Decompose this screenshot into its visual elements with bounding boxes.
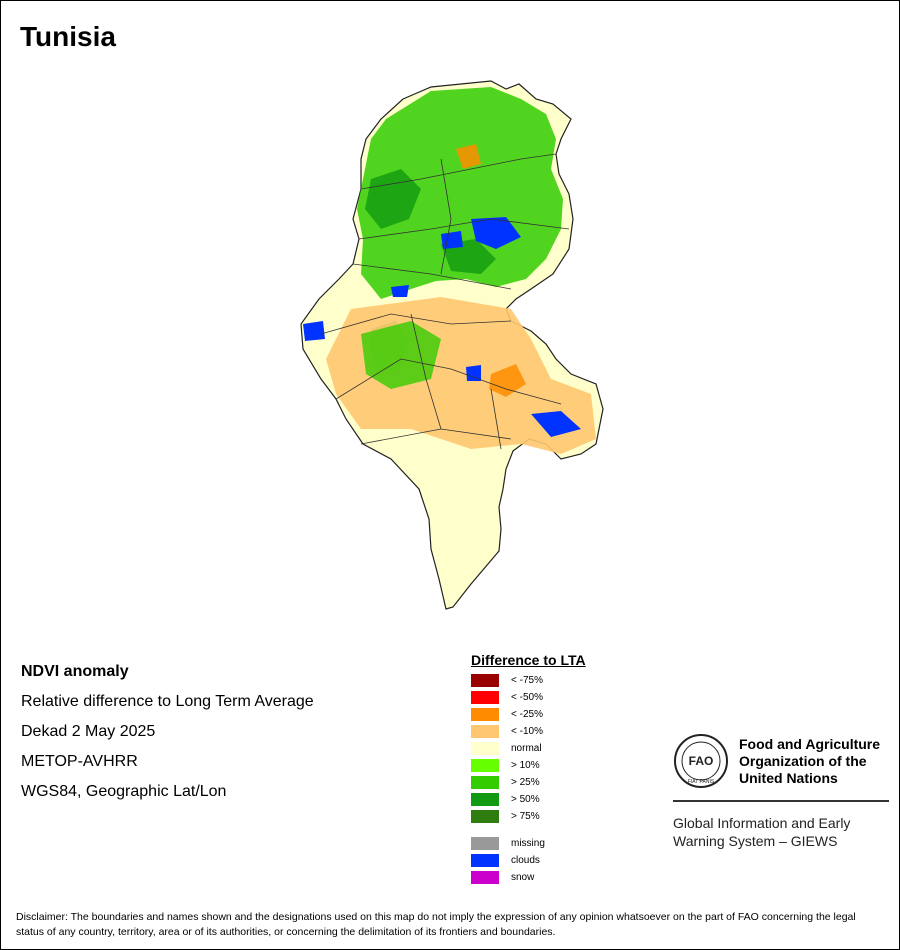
legend-swatch bbox=[471, 691, 499, 704]
legend-label: > 25% bbox=[511, 777, 540, 788]
legend-swatch bbox=[471, 725, 499, 738]
info-line2: Dekad 2 May 2025 bbox=[21, 723, 156, 740]
vegetation-central bbox=[361, 321, 441, 389]
legend-item: missing bbox=[471, 835, 586, 852]
legend-swatch bbox=[471, 810, 499, 823]
map-info: NDVI anomaly Relative difference to Long… bbox=[21, 657, 314, 807]
legend-title: Difference to LTA bbox=[471, 652, 586, 668]
fao-block: FAO FIAT PANIS Food and Agriculture Orga… bbox=[673, 733, 889, 850]
legend-item: normal bbox=[471, 740, 586, 757]
fao-name: Food and Agriculture Organization of the… bbox=[739, 736, 880, 787]
legend-label: > 75% bbox=[511, 811, 540, 822]
ndvi-anomaly-map bbox=[300, 80, 604, 610]
legend-item: < -50% bbox=[471, 689, 586, 706]
map-title: Tunisia bbox=[20, 21, 116, 52]
legend-label: < -50% bbox=[511, 692, 543, 703]
info-line4: WGS84, Geographic Lat/Lon bbox=[21, 783, 227, 800]
legend-label: missing bbox=[511, 838, 545, 849]
legend-label: normal bbox=[511, 743, 542, 754]
legend-label: < -10% bbox=[511, 726, 543, 737]
legend-label: > 10% bbox=[511, 760, 540, 771]
legend-item: < -10% bbox=[471, 723, 586, 740]
legend-item: < -25% bbox=[471, 706, 586, 723]
giews-line2: Warning System – GIEWS bbox=[673, 833, 838, 849]
fao-name-line3: United Nations bbox=[739, 769, 838, 786]
legend-item: < -75% bbox=[471, 672, 586, 689]
legend-swatch bbox=[471, 708, 499, 721]
legend-swatch bbox=[471, 837, 499, 850]
divider bbox=[673, 800, 889, 802]
anomaly-strong bbox=[456, 144, 526, 397]
legend-swatch bbox=[471, 871, 499, 884]
info-line1: Relative difference to Long Term Average bbox=[21, 693, 314, 710]
legend-item: > 10% bbox=[471, 757, 586, 774]
legend-swatch bbox=[471, 759, 499, 772]
legend-swatch bbox=[471, 742, 499, 755]
info-heading: NDVI anomaly bbox=[21, 663, 129, 680]
legend-swatch bbox=[471, 776, 499, 789]
fao-name-line2: Organization of the bbox=[739, 752, 867, 769]
legend-label: clouds bbox=[511, 855, 540, 866]
legend-item: snow bbox=[471, 869, 586, 886]
legend: Difference to LTA < -75% < -50% < -25% < -1… bbox=[471, 652, 586, 886]
admin-boundaries bbox=[320, 153, 570, 450]
legend-label: snow bbox=[511, 872, 535, 883]
vegetation-north bbox=[357, 87, 563, 299]
legend-swatch bbox=[471, 674, 499, 687]
disclaimer: Disclaimer: The boundaries and names sho… bbox=[16, 911, 856, 938]
fao-logo-text: FAO bbox=[689, 754, 714, 768]
legend-item: > 50% bbox=[471, 791, 586, 808]
legend-item: > 75% bbox=[471, 808, 586, 825]
legend-swatch bbox=[471, 854, 499, 867]
giews-label: Global Information and Early Warning Sys… bbox=[673, 814, 889, 850]
clouds-areas bbox=[303, 217, 581, 437]
vegetation-dark bbox=[365, 169, 496, 371]
legend-label: < -25% bbox=[511, 709, 543, 720]
fao-name-line1: Food and Agriculture bbox=[739, 735, 881, 752]
legend-label: < -75% bbox=[511, 675, 543, 686]
fao-logo-icon: FAO FIAT PANIS bbox=[674, 734, 728, 788]
legend-label: > 50% bbox=[511, 794, 540, 805]
legend-item: clouds bbox=[471, 852, 586, 869]
legend-swatch bbox=[471, 793, 499, 806]
legend-item: > 25% bbox=[471, 774, 586, 791]
info-line3: METOP-AVHRR bbox=[21, 753, 138, 770]
giews-line1: Global Information and Early bbox=[673, 815, 851, 831]
fao-logo-motto: FIAT PANIS bbox=[688, 779, 715, 785]
